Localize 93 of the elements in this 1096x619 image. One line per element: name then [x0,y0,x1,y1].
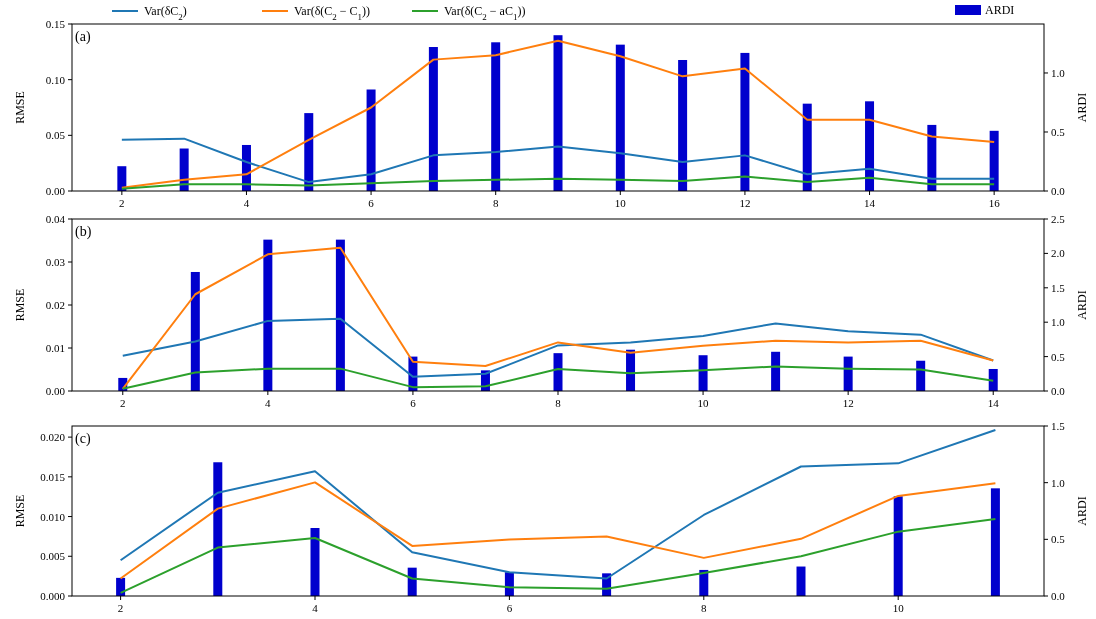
y-axis-title: RMSE [13,288,27,322]
legend-label: Var(δ(C$_{2}$ − aC$_{1}$)) [444,4,526,22]
x-tick-label: 4 [265,397,272,409]
y-tick-label: 0.04 [45,213,66,225]
line-series [119,481,997,580]
bar [553,35,563,191]
bar [988,368,998,391]
y-tick-label: 0.015 [40,470,66,483]
legend-label: ARDI [985,3,1015,17]
y2-tick-label: 0.5 [1051,350,1066,363]
chart-title: (a) [75,29,91,45]
bar [553,353,563,391]
line-series [119,517,997,594]
y2-tick-label: 0.0 [1051,385,1066,397]
line-series [120,39,996,189]
y-tick-label: 0.005 [40,550,66,563]
y2-axis-title: ARDI [1075,496,1089,526]
bar [843,356,853,391]
y2-tick-label: 2.0 [1051,247,1066,260]
y2-tick-label: 1.0 [1051,476,1066,489]
x-tick-label: 4 [312,602,319,614]
bar [304,113,314,191]
x-tick-label: 14 [987,397,1000,409]
y2-tick-label: 0.0 [1051,185,1066,197]
line-series [121,246,995,390]
x-tick-label: 2 [117,602,124,614]
y-tick-label: 0.010 [40,510,66,523]
x-tick-label: 6 [410,397,417,409]
y-tick-label: 0.02 [45,299,65,311]
line-series [119,428,997,580]
bar [893,496,903,596]
chart-title: (b) [75,224,92,240]
y2-tick-label: 0.5 [1051,533,1066,546]
bar [698,355,708,391]
y-axis-title: RMSE [13,494,27,528]
bar [989,130,999,191]
y2-axis-title: ARDI [1075,92,1089,123]
x-tick-label: 12 [739,197,751,209]
bar [213,462,223,596]
bar [491,42,501,191]
x-tick-label: 12 [842,397,854,409]
y-axis-title: RMSE [13,91,27,124]
bar [865,101,875,191]
y-tick-label: 0.020 [40,431,66,444]
y-tick-label: 0.00 [45,185,66,197]
legend-label: Var(δC$_{2}$) [144,4,187,22]
y2-tick-label: 1.0 [1051,316,1066,329]
bar [771,351,781,391]
bar [615,44,625,191]
y2-tick-label: 1.0 [1051,66,1066,79]
x-tick-label: 10 [614,197,627,209]
x-tick-label: 8 [701,602,708,614]
y2-tick-label: 1.5 [1051,281,1066,294]
bar [335,239,345,391]
legend-label: Var(δ(C$_{2}$ − C$_{1}$)) [294,4,371,22]
x-tick-label: 10 [892,602,905,614]
x-tick-label: 4 [243,197,250,209]
y-tick-label: 0.01 [45,342,65,354]
x-tick-label: 16 [988,197,1001,209]
y-tick-label: 0.05 [45,129,66,142]
x-tick-label: 14 [864,197,876,209]
bar [428,47,438,191]
x-tick-label: 10 [697,397,710,409]
bar [802,103,812,191]
bar [310,528,320,596]
y-tick-label: 0.03 [45,256,66,268]
y-tick-label: 0.000 [40,590,66,602]
line-series [121,365,995,390]
chart-title: (c) [75,431,91,447]
x-tick-label: 2 [120,397,126,409]
y-tick-label: 0.10 [45,73,66,86]
bar [740,52,750,191]
bar [263,239,273,391]
y2-tick-label: 0.5 [1051,125,1066,138]
bar [366,89,376,191]
y2-tick-label: 2.5 [1051,213,1066,225]
bar [796,566,806,596]
bar [678,60,688,191]
line-series [120,137,996,184]
y-tick-label: 0.15 [45,18,66,30]
y2-axis-title: ARDI [1075,290,1089,320]
bar [990,488,1000,596]
line-series [120,175,996,190]
x-tick-label: 8 [555,397,562,409]
x-tick-label: 6 [506,602,513,614]
x-tick-label: 8 [492,197,499,209]
bar [190,271,200,391]
bar [117,166,127,191]
x-tick-label: 6 [368,197,375,209]
y2-tick-label: 1.5 [1051,420,1066,432]
y2-tick-label: 0.0 [1051,590,1066,602]
x-tick-label: 2 [119,197,125,209]
y-tick-label: 0.00 [45,385,66,397]
